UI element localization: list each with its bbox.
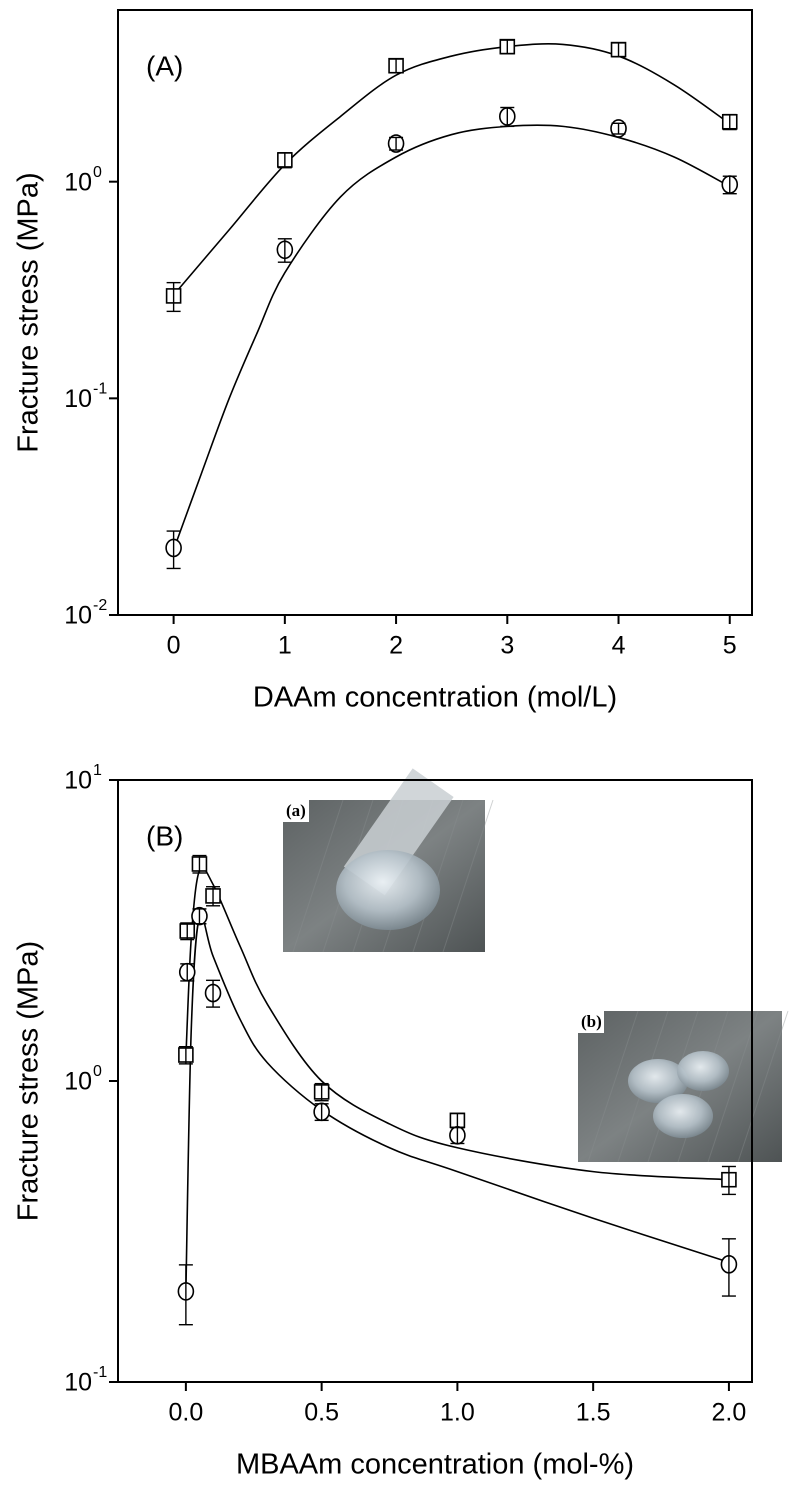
fit-curve [185, 914, 730, 1292]
error-bar [314, 1082, 329, 1102]
y-tick-label: 10 [64, 767, 92, 795]
fit-curve [173, 43, 731, 296]
y-tick-exponent: 1 [93, 762, 102, 779]
photo-texture [587, 1010, 639, 1163]
gel-piece [677, 1051, 729, 1091]
error-bar [611, 122, 626, 135]
error-bar [450, 1126, 465, 1145]
x-axis-title: DAAm concentration (mol/L) [253, 682, 617, 714]
error-bar [206, 886, 221, 907]
x-tick-label: 2 [389, 632, 403, 660]
inset-label-bg [283, 800, 309, 822]
photo-texture [292, 799, 344, 953]
panel-label: (B) [146, 820, 183, 851]
x-tick-label: 1.5 [576, 1399, 611, 1427]
error-bar [389, 136, 404, 151]
fit-curve [185, 866, 729, 1181]
gel-piece [628, 1059, 688, 1103]
photo-texture [707, 1010, 759, 1163]
error-bar [178, 1046, 193, 1065]
error-bar [611, 42, 626, 58]
error-bar [166, 281, 181, 313]
error-bar [166, 530, 181, 570]
error-bar [721, 1165, 736, 1196]
fit-curve [172, 124, 731, 551]
error-bar [721, 1238, 736, 1297]
error-bar [277, 152, 292, 169]
error-bar [180, 963, 195, 982]
x-tick-label: 0.5 [304, 1399, 339, 1427]
y-tick-exponent: -1 [93, 381, 107, 398]
x-tick-label: 0 [167, 632, 181, 660]
error-bar [722, 113, 737, 131]
x-tick-label: 1 [278, 632, 292, 660]
photo-texture [412, 799, 464, 953]
photo-inset: (a) [283, 768, 494, 953]
x-tick-label: 3 [500, 632, 514, 660]
y-tick-label: 10 [64, 602, 92, 630]
y-tick-label: 10 [64, 1068, 92, 1096]
error-bar [500, 39, 515, 55]
y-tick-exponent: -2 [93, 597, 107, 614]
error-bar [178, 1264, 193, 1326]
photo-texture [442, 799, 494, 953]
error-bar [192, 854, 207, 874]
error-bar [180, 922, 195, 941]
y-tick-exponent: -1 [93, 1364, 107, 1381]
y-tick-label: 10 [64, 168, 92, 196]
x-tick-label: 4 [612, 632, 626, 660]
gel-piece [653, 1094, 713, 1138]
y-axis-title: Fracture stress (MPa) [13, 941, 45, 1221]
error-bar [277, 238, 292, 263]
inset-label-bg [578, 1011, 604, 1033]
error-bar [389, 58, 404, 74]
error-bar [206, 979, 221, 1008]
error-bar [192, 908, 207, 925]
y-axis-title: Fracture stress (MPa) [13, 172, 45, 452]
error-bar [314, 1103, 329, 1122]
photo-inset: (b) [578, 1010, 789, 1163]
x-tick-label: 5 [723, 632, 737, 660]
y-tick-label: 10 [64, 385, 92, 413]
plot-frame [117, 9, 753, 616]
gel [336, 850, 440, 930]
y-tick-exponent: 0 [93, 164, 102, 181]
panel-label: (A) [146, 50, 183, 81]
y-tick-label: 10 [64, 1369, 92, 1397]
photo-texture [737, 1010, 789, 1163]
inset-label: (b) [581, 1012, 602, 1031]
x-tick-label: 1.0 [440, 1399, 475, 1427]
inset-label: (a) [286, 801, 306, 820]
error-bar [500, 106, 515, 128]
x-tick-label: 0.0 [168, 1399, 203, 1427]
y-tick-exponent: 0 [93, 1063, 102, 1080]
error-bar [722, 175, 737, 195]
x-tick-label: 2.0 [712, 1399, 747, 1427]
x-axis-title: MBAAm concentration (mol-%) [236, 1449, 634, 1481]
